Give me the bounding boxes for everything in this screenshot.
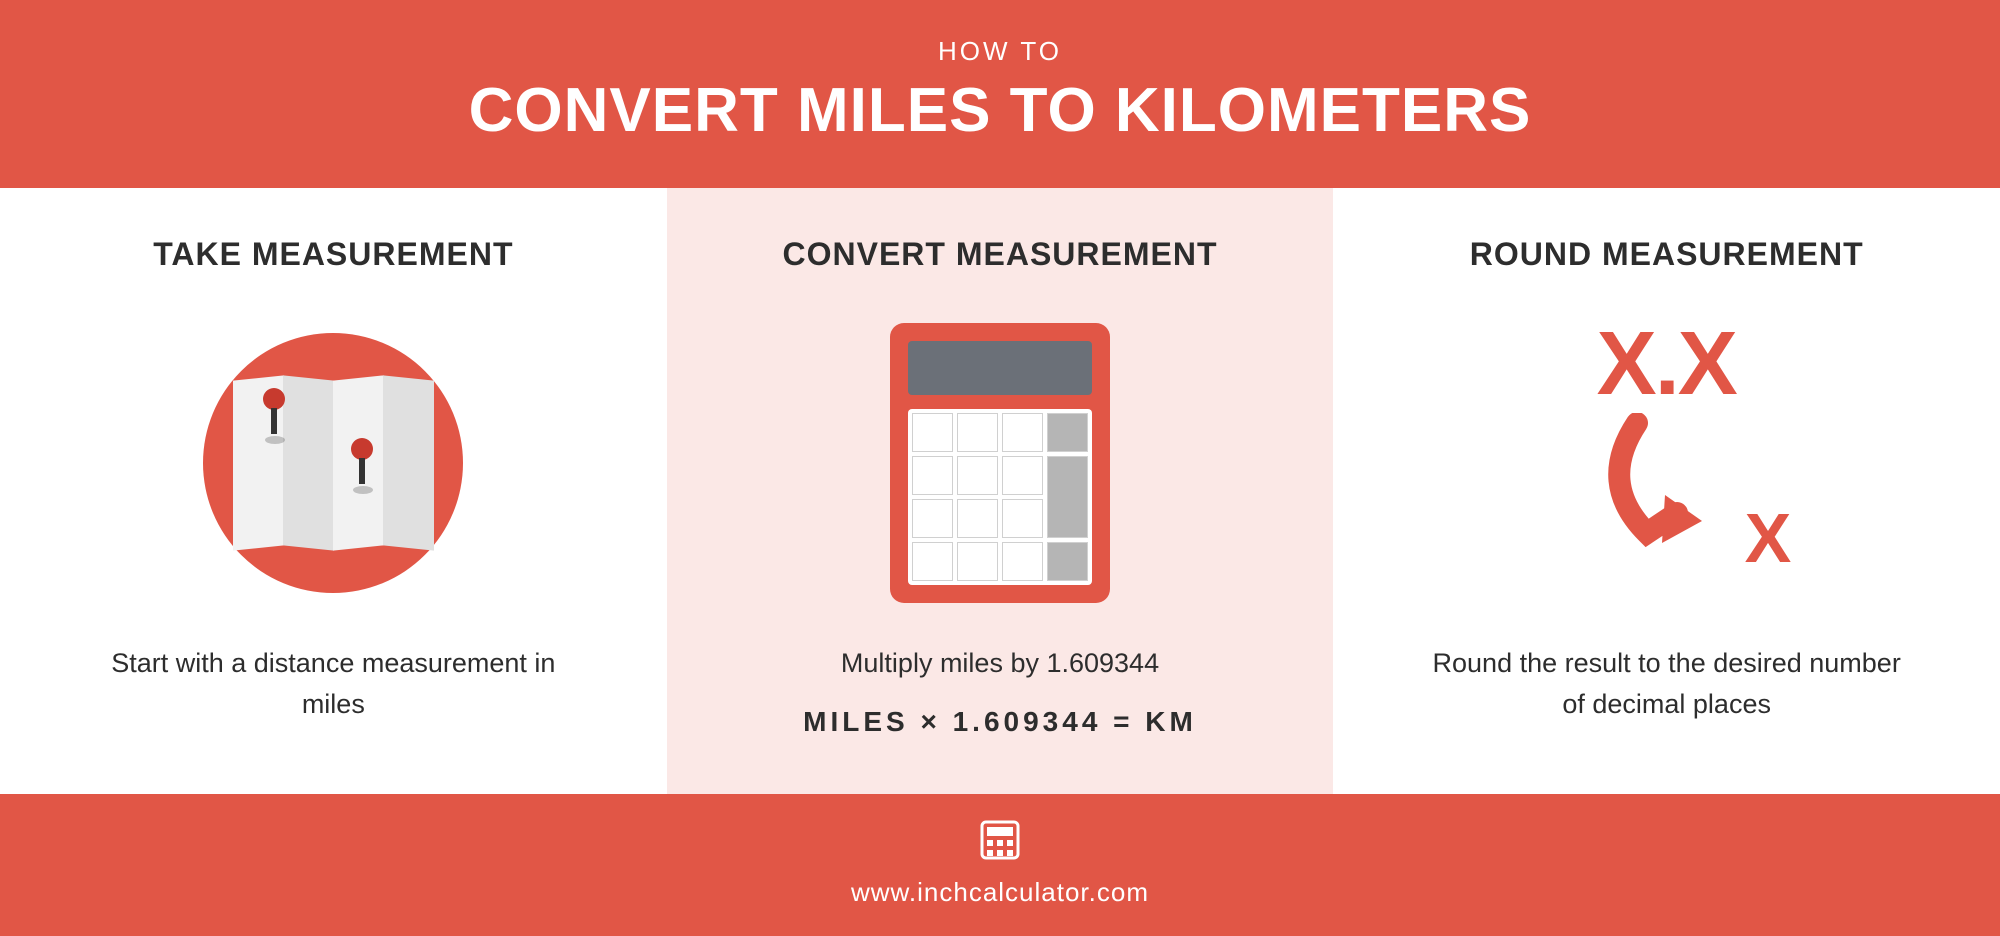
- header: HOW TO CONVERT MILES TO KILOMETERS: [0, 0, 2000, 188]
- panel-description: Round the result to the desired number o…: [1427, 643, 1907, 724]
- panel-round-measurement: ROUND MEASUREMENT X.X X Round the result…: [1333, 188, 2000, 794]
- header-pretitle: HOW TO: [0, 36, 2000, 67]
- round-after-text: X: [1745, 498, 1792, 578]
- panel-take-measurement: TAKE MEASUREMENT Start with a distan: [0, 188, 667, 794]
- panel-convert-measurement: CONVERT MEASUREMENT Multiply miles by 1.…: [667, 188, 1334, 794]
- round-before-text: X.X: [1597, 313, 1736, 416]
- header-title: CONVERT MILES TO KILOMETERS: [0, 75, 2000, 146]
- panel-title: CONVERT MEASUREMENT: [783, 236, 1218, 273]
- footer: www.inchcalculator.com: [0, 794, 2000, 936]
- panel-description: Start with a distance measurement in mil…: [93, 643, 573, 724]
- calculator-logo-icon: [978, 818, 1022, 867]
- panel-title: ROUND MEASUREMENT: [1470, 236, 1864, 273]
- rounding-icon: X.X X: [1487, 323, 1847, 603]
- panel-formula: MILES × 1.609344 = KM: [803, 706, 1197, 738]
- footer-url: www.inchcalculator.com: [0, 877, 2000, 908]
- arrow-icon: [1587, 413, 1757, 553]
- infographic-container: HOW TO CONVERT MILES TO KILOMETERS TAKE …: [0, 0, 2000, 936]
- main-panels: TAKE MEASUREMENT Start with a distan: [0, 188, 2000, 794]
- calculator-icon: [890, 323, 1110, 603]
- panel-title: TAKE MEASUREMENT: [153, 236, 513, 273]
- map-icon: [203, 323, 463, 603]
- panel-description: Multiply miles by 1.609344: [841, 643, 1159, 684]
